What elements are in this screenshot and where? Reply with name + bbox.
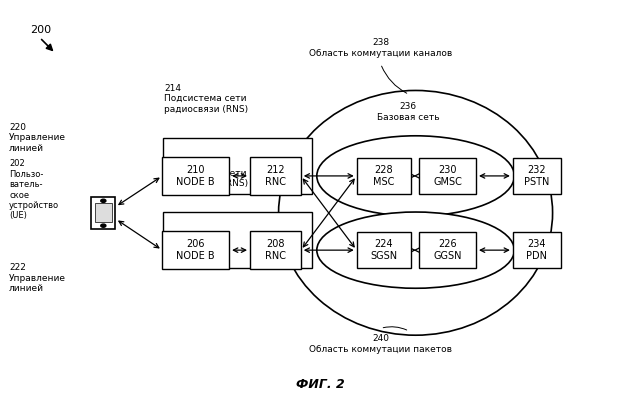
Bar — [163, 212, 312, 268]
Bar — [513, 232, 561, 268]
Bar — [95, 203, 111, 222]
Text: ФИГ. 2: ФИГ. 2 — [296, 378, 344, 391]
Bar — [163, 157, 229, 195]
Text: 206
NODE B: 206 NODE B — [177, 239, 215, 261]
Bar — [163, 138, 312, 194]
Text: 200: 200 — [30, 25, 51, 36]
Text: 238
Область коммутации каналов: 238 Область коммутации каналов — [309, 38, 452, 57]
Text: 228
MSC: 228 MSC — [373, 165, 394, 187]
Bar — [250, 231, 301, 269]
Text: 202
Пользо-
ватель-
ское
устройство
(UE): 202 Пользо- ватель- ское устройство (UE) — [9, 160, 59, 221]
Text: 232
PSTN: 232 PSTN — [524, 165, 549, 187]
Text: 236
Базовая сеть: 236 Базовая сеть — [376, 102, 439, 122]
Ellipse shape — [317, 136, 515, 216]
Text: 224
SGSN: 224 SGSN — [370, 239, 397, 261]
Text: 214
Подсистема сети
радиосвязи (RNS): 214 Подсистема сети радиосвязи (RNS) — [164, 84, 248, 114]
Circle shape — [100, 199, 106, 202]
Text: 226
GGSN: 226 GGSN — [433, 239, 461, 261]
Bar — [250, 157, 301, 195]
Text: 240
Область коммутации пакетов: 240 Область коммутации пакетов — [309, 335, 452, 354]
Text: 210
NODE B: 210 NODE B — [177, 165, 215, 187]
Text: 222
Управление
линией: 222 Управление линией — [9, 263, 66, 293]
Text: 212
RNC: 212 RNC — [265, 165, 286, 187]
Text: 208
RNC: 208 RNC — [265, 239, 286, 261]
Bar — [92, 197, 115, 229]
Bar — [513, 158, 561, 194]
Bar — [356, 232, 411, 268]
Circle shape — [100, 224, 106, 227]
Text: 230
GMSC: 230 GMSC — [433, 165, 462, 187]
Bar — [163, 231, 229, 269]
Text: 220
Управление
линией: 220 Управление линией — [9, 123, 66, 153]
Text: 204
Подсистема сети
радиосвязи (RNS): 204 Подсистема сети радиосвязи (RNS) — [164, 158, 248, 188]
Ellipse shape — [317, 212, 515, 288]
Bar — [356, 158, 411, 194]
Bar — [419, 158, 476, 194]
Ellipse shape — [278, 90, 552, 335]
Text: 234
PDN: 234 PDN — [526, 239, 547, 261]
Bar — [419, 232, 476, 268]
